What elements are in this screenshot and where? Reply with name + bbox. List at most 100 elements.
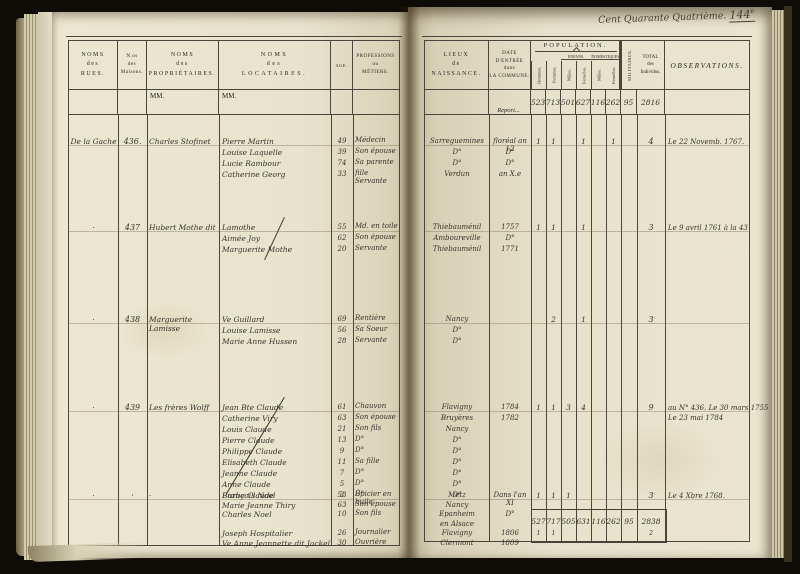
tenant-age: 26 bbox=[337, 529, 347, 537]
birthplace: Nancy bbox=[445, 425, 469, 433]
tenant-profession: Épicier en huile bbox=[355, 490, 392, 506]
birthplace: D° bbox=[452, 337, 462, 345]
folio-number: 144e bbox=[729, 6, 755, 23]
report-value-militaires: 95 bbox=[621, 90, 637, 114]
totals-value: 527 bbox=[531, 517, 546, 526]
population-count: 1 bbox=[551, 491, 556, 500]
report-row: Report... 523 713 501 627 116 262 95 281… bbox=[425, 90, 749, 115]
entry-date: 1806 bbox=[501, 529, 519, 537]
observation-note: Le 22 Novemb. 1767. bbox=[668, 138, 745, 146]
header-age: AGE. bbox=[331, 41, 353, 89]
birthplace: Epanheim bbox=[439, 510, 475, 518]
tenant-name: Philippe Claude bbox=[222, 447, 283, 456]
tenant-name: François Noel bbox=[222, 491, 276, 500]
street-name: De la Gache bbox=[70, 137, 117, 146]
tenant-name: Pierre Martin bbox=[222, 137, 274, 146]
page-edges-left bbox=[16, 18, 24, 556]
column-rule bbox=[637, 115, 638, 541]
tenant-age: 62 bbox=[337, 234, 347, 242]
population-count: 1 bbox=[581, 223, 586, 232]
tenant-profession: D° bbox=[355, 446, 365, 454]
ruled-guide-line bbox=[69, 145, 399, 146]
tenant-name: Ve Guillard bbox=[222, 315, 265, 324]
header-noms-rues: NOMS des RUES. bbox=[69, 41, 118, 89]
population-count: 1 bbox=[536, 491, 541, 500]
totals-total-submark: 2 bbox=[649, 530, 653, 537]
tenant-profession: D° bbox=[355, 479, 365, 487]
population-count: 1 bbox=[581, 315, 586, 324]
tenant-name: Catherine Georg bbox=[222, 170, 286, 179]
tenant-profession: Ouvrière bbox=[355, 537, 387, 546]
population-count: 2 bbox=[551, 315, 556, 324]
totals-value: 262 bbox=[606, 517, 621, 526]
birthplace: en Alsace bbox=[440, 519, 474, 528]
header-militaires: MILITAIRES. bbox=[621, 41, 637, 89]
street-name: · bbox=[92, 223, 95, 232]
right-table-body: Sarreguemines D° D° Verdun floréal an 12 D° D°… bbox=[425, 115, 769, 547]
mm-age-spacer bbox=[331, 90, 353, 114]
tenant-profession: Son épouse bbox=[355, 147, 396, 155]
column-rule bbox=[621, 115, 622, 541]
tenant-name: Louis Claude bbox=[222, 425, 272, 434]
population-count: 3 bbox=[566, 403, 571, 412]
tenant-age: 74 bbox=[337, 159, 347, 167]
report-lieux-spacer bbox=[425, 90, 489, 114]
tenant-age: 39 bbox=[337, 148, 347, 156]
tenant-age: 3 bbox=[339, 491, 345, 499]
tenant-name: Jean Bte Claude bbox=[222, 403, 284, 412]
street-name: · bbox=[92, 491, 95, 500]
outer-rule-left bbox=[66, 36, 402, 37]
ruled-guide-line bbox=[69, 231, 399, 232]
tenant-age: 21 bbox=[337, 425, 347, 433]
right-register-table: LIEUX de NAISSANCE. DATE D'ENTRÉE dans L… bbox=[422, 36, 769, 547]
birthplace: Thiebauménil bbox=[432, 245, 482, 253]
report-value-enfans-femelles: 627 bbox=[576, 90, 591, 114]
totals-value: 116 bbox=[591, 517, 606, 526]
birthplace: Sarreguemines bbox=[429, 137, 485, 145]
proprietor-name: · bbox=[149, 491, 152, 500]
ruled-guide-line bbox=[69, 499, 399, 500]
entry-date: D° bbox=[505, 234, 515, 242]
report-value-femmes: 713 bbox=[546, 90, 561, 114]
totals-submark: 1 bbox=[536, 530, 541, 537]
tenant-age: 13 bbox=[337, 436, 347, 444]
tenant-name: Louise Laquelle bbox=[222, 148, 283, 157]
tenant-age: 30 bbox=[337, 538, 347, 547]
birthplace: D° bbox=[452, 491, 462, 499]
tenant-profession: Servante bbox=[355, 336, 387, 344]
column-rule bbox=[118, 115, 119, 545]
tenant-name: Aimée Joy bbox=[222, 234, 260, 243]
tenant-name: Anne Claude bbox=[222, 480, 271, 489]
header-enfans: ENFANS. bbox=[561, 54, 591, 60]
house-number: 438 bbox=[124, 315, 141, 324]
column-rule bbox=[331, 115, 332, 545]
tenant-profession: Md. en toile bbox=[355, 222, 398, 230]
tenant-age: 20 bbox=[337, 245, 347, 253]
tenant-profession: fille Servante bbox=[355, 169, 387, 185]
subheader-hommes: Hommes. bbox=[531, 61, 546, 89]
tenant-age: 10 bbox=[337, 510, 347, 518]
tenant-age: 53 bbox=[337, 491, 347, 499]
entry-date: 1771 bbox=[501, 245, 519, 253]
subheader-enfans-femelles: Femelles. bbox=[576, 61, 591, 89]
entry-date: Dans l'an XI bbox=[493, 491, 527, 507]
mm-maisons-spacer bbox=[118, 90, 147, 114]
tenant-name: Louise Lamisse bbox=[222, 326, 281, 335]
left-table-body: De la Gache 436. Charles Stofinet Pierre Ma… bbox=[69, 115, 399, 548]
entry-date: 1784 bbox=[501, 403, 519, 411]
header-noms-proprietaires: NOMS des PROPRIÉTAIRES. bbox=[147, 41, 219, 89]
house-number: 439 bbox=[124, 403, 141, 412]
mm-rues-spacer bbox=[69, 90, 118, 114]
tenant-name: Elisabeth Claude bbox=[222, 458, 287, 467]
entry-date: an X.e bbox=[498, 170, 522, 178]
page-edges-left-2 bbox=[24, 14, 38, 560]
population-count: 1 bbox=[551, 403, 556, 412]
column-rule bbox=[219, 115, 220, 545]
tenant-age: 7 bbox=[339, 469, 345, 477]
header-date-entree: DATE D'ENTRÉE dans LA COMMUNE. bbox=[489, 41, 531, 89]
tenant-age: 63 bbox=[337, 500, 347, 509]
birthplace: D° bbox=[452, 447, 462, 455]
birthplace: D° bbox=[452, 148, 462, 156]
house-number: 437 bbox=[124, 223, 141, 232]
